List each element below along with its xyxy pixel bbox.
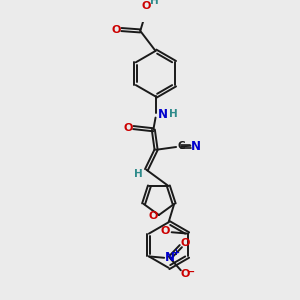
Text: H: H: [134, 169, 143, 179]
Text: C: C: [177, 141, 185, 152]
Text: O: O: [180, 268, 190, 279]
Text: O: O: [180, 238, 190, 248]
Text: +: +: [172, 248, 179, 257]
Text: H: H: [150, 0, 158, 7]
Text: O: O: [111, 25, 121, 34]
Text: O: O: [148, 211, 158, 220]
Text: N: N: [165, 251, 175, 264]
Text: N: N: [158, 108, 168, 121]
Text: −: −: [187, 267, 195, 277]
Text: O: O: [160, 226, 169, 236]
Text: O: O: [123, 123, 133, 133]
Text: O: O: [142, 2, 152, 11]
Text: N: N: [191, 140, 201, 153]
Text: H: H: [169, 109, 178, 119]
